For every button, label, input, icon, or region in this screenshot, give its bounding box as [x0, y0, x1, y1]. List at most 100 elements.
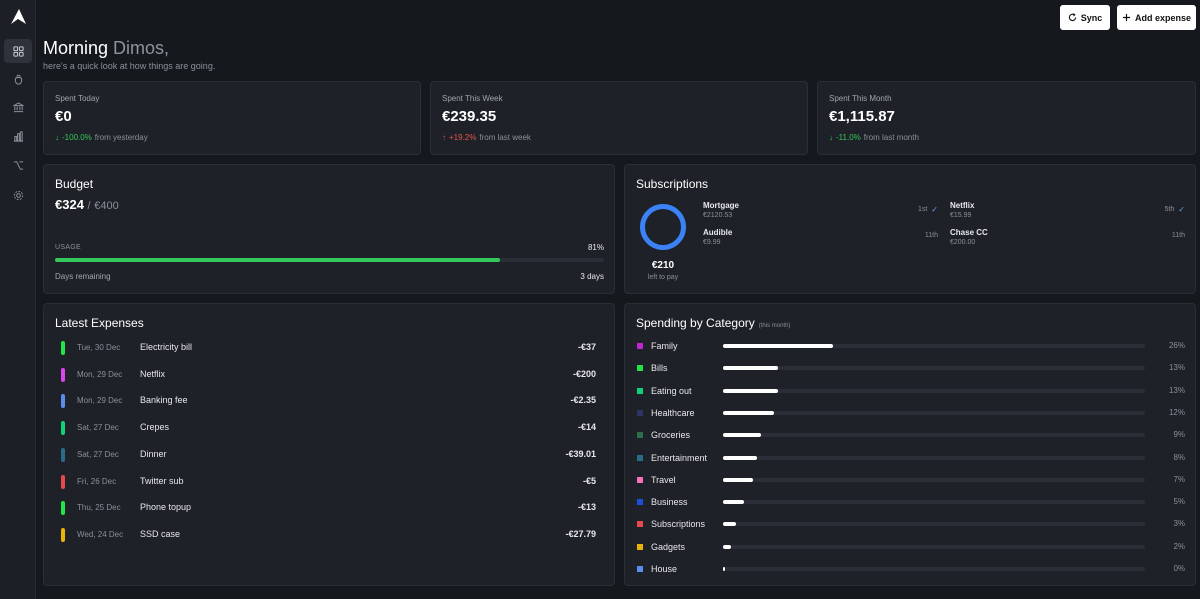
usage-bar [55, 258, 604, 262]
category-color-dot [61, 501, 65, 516]
expense-row[interactable]: Mon, 29 Dec Netflix -€200 [61, 367, 596, 382]
category-row[interactable]: Healthcare 12% [637, 407, 1185, 419]
stat-label: Spent This Month [829, 94, 892, 103]
subscription-item[interactable]: Mortgage €2120.53 1st ✓ [703, 201, 938, 223]
category-row[interactable]: House 0% [637, 563, 1185, 575]
category-color-dot [61, 447, 65, 462]
category-percent: 7% [1173, 474, 1185, 484]
plus-icon [1122, 13, 1131, 22]
nav-settings[interactable] [4, 183, 32, 207]
budget-separator: / [87, 200, 91, 212]
category-row[interactable]: Gadgets 2% [637, 541, 1185, 553]
nav-rules[interactable] [4, 153, 32, 177]
expense-row[interactable]: Thu, 25 Dec Phone topup -€13 [61, 501, 596, 516]
expense-name: Banking fee [140, 395, 188, 406]
category-swatch [637, 387, 643, 394]
stat-value: €0 [55, 108, 72, 125]
category-row[interactable]: Bills 13% [637, 362, 1185, 374]
stat-label: Spent This Week [442, 94, 503, 103]
category-bar [723, 455, 1145, 460]
add-expense-label: Add expense [1134, 12, 1192, 23]
arrow-down-icon: ↓ [55, 133, 59, 142]
category-row[interactable]: Business 5% [637, 496, 1185, 508]
category-bar-fill [723, 544, 732, 549]
category-swatch [637, 499, 643, 506]
expense-row[interactable]: Fri, 26 Dec Twitter sub -€5 [61, 474, 596, 489]
category-row[interactable]: Eating out 13% [637, 385, 1185, 397]
expense-row[interactable]: Mon, 29 Dec Banking fee -€2.35 [61, 394, 596, 409]
subscription-item[interactable]: Netflix €15.99 5th ✓ [950, 201, 1185, 223]
latest-expenses-card: Latest Expenses Tue, 30 Dec Electricity b… [43, 303, 615, 586]
subscription-item[interactable]: Audible €9.99 11th [703, 228, 938, 250]
left-to-pay-amount: €210 [651, 260, 675, 271]
logo-icon[interactable] [9, 8, 27, 26]
stat-card-month: Spent This Month €1,115.87 ↓ -11.0% from… [817, 81, 1196, 155]
category-name: Entertainment [651, 452, 708, 463]
nav-savings[interactable] [4, 67, 32, 91]
category-name: Healthcare [651, 407, 695, 418]
greeting-name: Dimos, [113, 38, 170, 58]
bank-icon [12, 101, 24, 112]
expense-row[interactable]: Wed, 24 Dec SSD case -€27.79 [61, 527, 596, 542]
category-title-row: Spending by Category (this month) [636, 316, 790, 330]
expense-amount: -€2.35 [570, 395, 596, 406]
category-bar [723, 500, 1145, 505]
subscription-amount: €200.00 [950, 239, 976, 246]
category-swatch [637, 543, 643, 550]
category-bar [723, 522, 1145, 527]
nav-reports[interactable] [4, 124, 32, 148]
stat-change-suffix: from last week [479, 133, 531, 142]
expense-amount: -€39.01 [565, 448, 596, 459]
left-to-pay-label: left to pay [647, 274, 679, 281]
category-row[interactable]: Travel 7% [637, 474, 1185, 486]
gear-icon [13, 190, 23, 200]
arrow-up-icon: ↑ [442, 133, 446, 142]
subscription-item[interactable]: Chase CC €200.00 11th [950, 228, 1185, 250]
category-color-dot [61, 367, 65, 382]
category-row[interactable]: Groceries 9% [637, 429, 1185, 441]
add-expense-button[interactable]: Add expense [1117, 5, 1196, 30]
expense-name: Phone topup [140, 502, 192, 513]
subscription-day-text: 11th [1171, 232, 1185, 239]
left-to-pay-ring [640, 204, 686, 250]
piggy-bank-icon [14, 74, 22, 85]
sync-button[interactable]: Sync [1060, 5, 1110, 30]
latest-expenses-title: Latest Expenses [55, 316, 144, 330]
stat-value: €1,115.87 [829, 108, 895, 125]
greeting-hello: Morning [43, 38, 109, 58]
category-name: Groceries [651, 430, 691, 441]
usage-label: USAGE [55, 244, 82, 251]
category-swatch [637, 365, 643, 372]
category-row[interactable]: Entertainment 8% [637, 452, 1185, 464]
subscription-day: 11th [925, 232, 938, 239]
subscriptions-title: Subscriptions [636, 177, 709, 191]
expense-amount: -€27.79 [565, 528, 596, 539]
category-swatch [637, 521, 643, 528]
category-bar-fill [723, 522, 736, 527]
nav-accounts[interactable] [4, 95, 32, 119]
sync-icon [1068, 13, 1076, 22]
stat-change-value: +19.2% [449, 133, 477, 142]
category-bar-fill [723, 567, 725, 571]
category-row[interactable]: Subscriptions 3% [637, 518, 1185, 530]
category-color-dot [61, 474, 65, 489]
category-name: House [651, 564, 678, 574]
expense-name: Crepes [140, 422, 170, 433]
expense-name: Twitter sub [140, 475, 184, 486]
category-percent: 13% [1168, 385, 1185, 395]
subscription-name: Netflix [950, 201, 975, 210]
nav-dashboard[interactable] [4, 39, 32, 63]
expense-row[interactable]: Sat, 27 Dec Dinner -€39.01 [61, 447, 596, 462]
expense-row[interactable]: Sat, 27 Dec Crepes -€14 [61, 421, 596, 436]
expense-date: Wed, 24 Dec [77, 529, 124, 539]
expense-row[interactable]: Tue, 30 Dec Electricity bill -€37 [61, 341, 596, 355]
category-color-dot [61, 341, 65, 355]
subscription-day: 1st ✓ [918, 205, 938, 214]
category-row[interactable]: Family 26% [637, 340, 1185, 352]
expense-amount: -€37 [577, 342, 596, 352]
category-bar-fill [723, 500, 745, 505]
subscription-amount: €2120.53 [703, 212, 733, 219]
expense-date: Fri, 26 Dec [77, 476, 117, 486]
subscription-name: Chase CC [950, 228, 988, 237]
category-name: Business [651, 497, 688, 508]
